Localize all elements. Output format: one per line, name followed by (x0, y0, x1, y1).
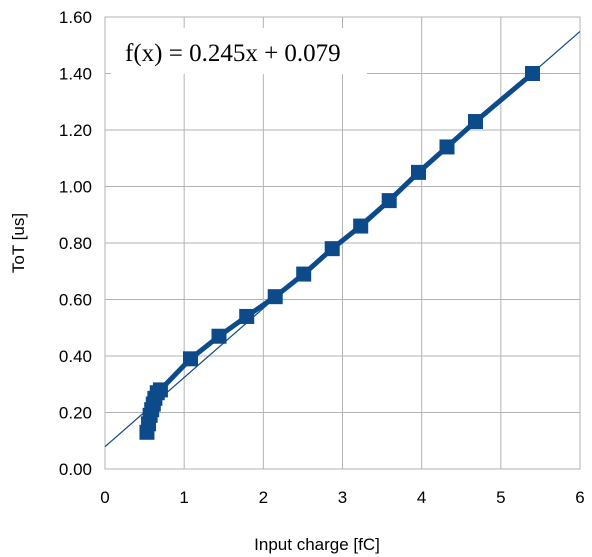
trendline-equation: f(x) = 0.245x + 0.079 (125, 40, 341, 67)
series-layer (139, 66, 540, 440)
data-point-marker (239, 308, 255, 324)
x-tick-label: 4 (417, 488, 426, 507)
data-point-marker (211, 328, 227, 344)
data-point-marker (439, 139, 455, 155)
y-axis-title: ToT [us] (9, 213, 28, 273)
data-point-marker (152, 382, 168, 398)
data-point-marker (353, 218, 369, 234)
data-point-marker (267, 289, 283, 305)
x-tick-label: 0 (100, 488, 109, 507)
data-point-marker (411, 164, 426, 180)
gridlines (104, 16, 581, 470)
trendline-equation-box: f(x) = 0.245x + 0.079 (111, 28, 367, 74)
data-point-marker (468, 114, 483, 130)
x-tick-labels: 0 1 2 3 4 5 6 (100, 488, 584, 507)
y-tick-labels: 0.00 0.20 0.40 0.60 0.80 1.00 1.20 1.40 1.60 (59, 8, 92, 479)
data-point-marker (183, 351, 198, 367)
data-point-marker (525, 66, 540, 81)
y-tick-label: 0.60 (59, 291, 92, 310)
y-tick-label: 1.60 (59, 8, 92, 27)
x-tick-label: 5 (496, 488, 505, 507)
data-point-marker (381, 193, 397, 209)
y-tick-label: 0.40 (59, 347, 92, 366)
plot-frame (104, 16, 581, 470)
y-tick-label: 1.00 (59, 178, 92, 197)
y-tick-label: 1.40 (59, 65, 92, 84)
y-tick-label: 1.20 (59, 121, 92, 140)
x-axis-title: Input charge [fC] (254, 535, 380, 554)
x-tick-label: 6 (575, 488, 584, 507)
equation-background (111, 28, 367, 74)
data-point-marker (324, 241, 340, 257)
y-tick-label: 0.00 (59, 460, 92, 479)
data-point-marker (296, 266, 312, 282)
y-tick-label: 0.80 (59, 234, 92, 253)
x-tick-label: 1 (179, 488, 188, 507)
x-tick-label: 2 (259, 488, 268, 507)
x-tick-label: 3 (338, 488, 347, 507)
y-tick-label: 0.20 (59, 404, 92, 423)
